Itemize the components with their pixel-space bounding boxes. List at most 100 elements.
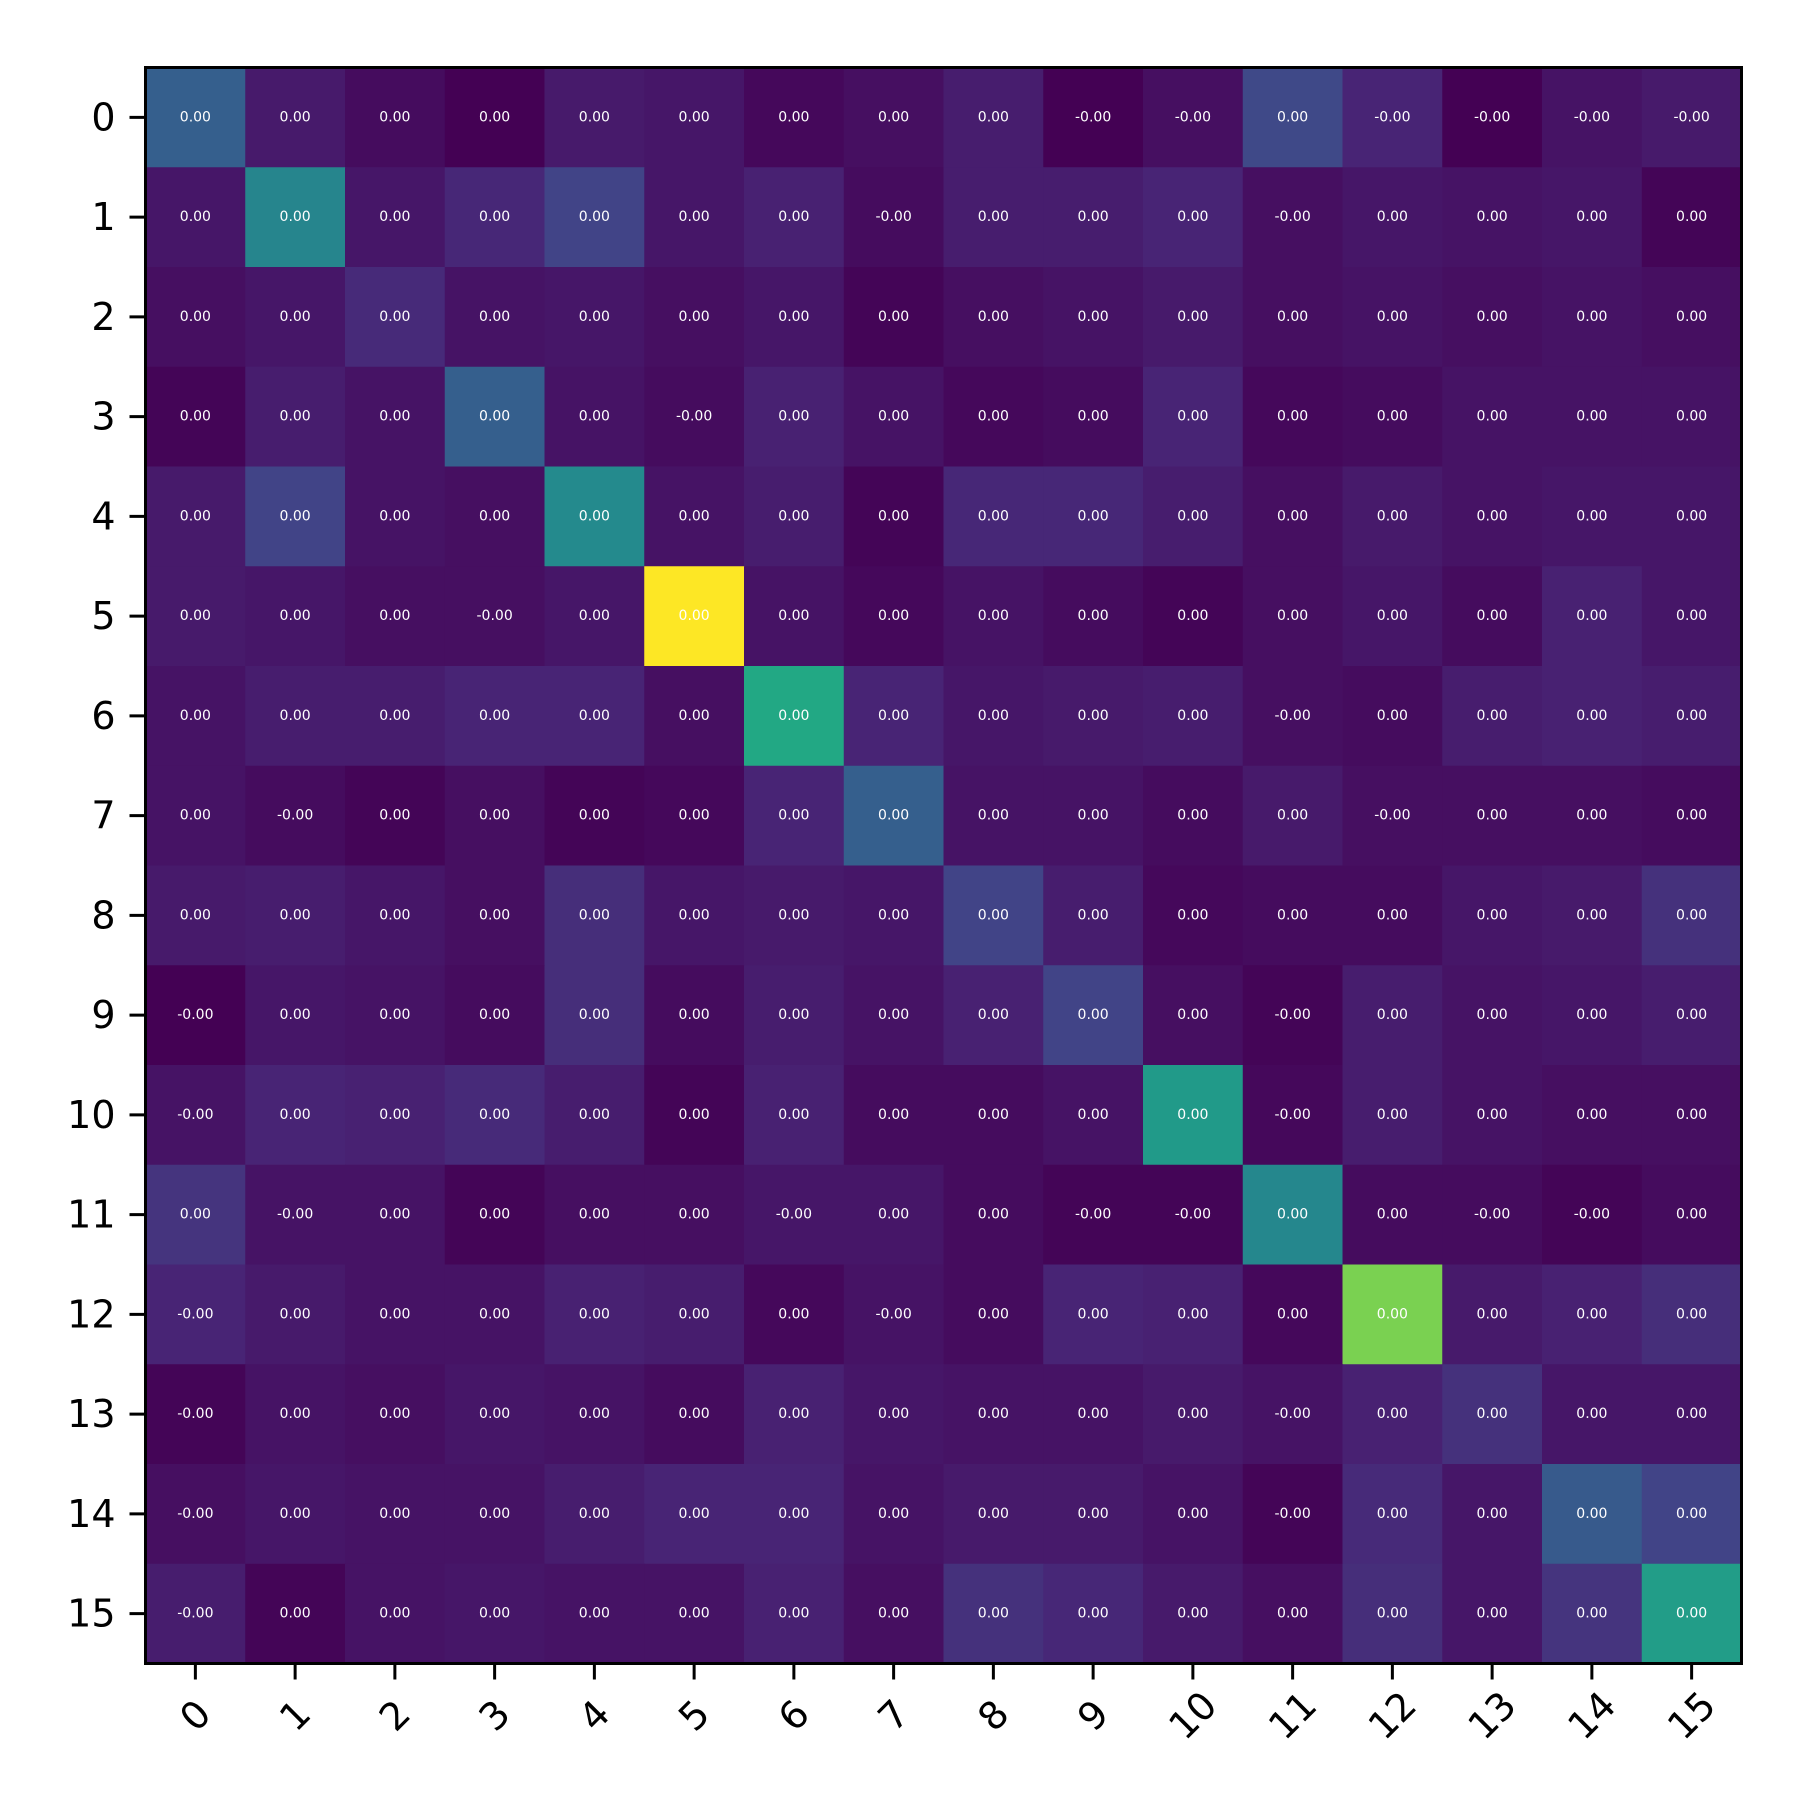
cell-value-label: 0.00 xyxy=(1177,209,1208,225)
heatmap-cell-11-6 xyxy=(744,1164,845,1266)
heatmap-cell-9-4 xyxy=(544,965,645,1066)
heatmap-cell-14-0 xyxy=(145,1464,246,1565)
heatmap-cell-12-10 xyxy=(1143,1264,1244,1365)
cell-value-label: 0.00 xyxy=(1078,1107,1109,1123)
cell-value-label: 0.00 xyxy=(479,1207,510,1223)
heatmap-cell-8-5 xyxy=(644,865,745,966)
cell-value-label: -0.00 xyxy=(277,1207,313,1223)
cell-value-label: 0.00 xyxy=(1477,808,1508,824)
cell-value-label: 0.00 xyxy=(1676,907,1707,923)
y-tick-label: 13 xyxy=(67,1392,115,1436)
cell-value-label: 0.00 xyxy=(1377,1107,1408,1123)
cell-value-label: 0.00 xyxy=(280,907,311,923)
heatmap-cell-15-7 xyxy=(843,1563,945,1665)
cell-value-label: 0.00 xyxy=(1078,309,1109,325)
cell-value-label: 0.00 xyxy=(1477,1306,1508,1322)
cell-value-label: 0.00 xyxy=(379,409,410,425)
heatmap-cell-9-13 xyxy=(1442,965,1543,1066)
heatmap-cell-5-3 xyxy=(444,566,546,667)
heatmap-cell-5-12 xyxy=(1342,566,1443,667)
cell-value-label: 0.00 xyxy=(1676,309,1707,325)
cell-value-label: 0.00 xyxy=(180,1207,211,1223)
heatmap-cell-12-7 xyxy=(843,1264,945,1365)
cell-value-label: 0.00 xyxy=(280,309,311,325)
cell-value-label: 0.00 xyxy=(878,409,909,425)
cell-value-label: 0.00 xyxy=(1377,1007,1408,1023)
cell-value-label: 0.00 xyxy=(579,1406,610,1422)
cell-value-label: 0.00 xyxy=(1477,309,1508,325)
cell-value-label: 0.00 xyxy=(579,1007,610,1023)
heatmap-cell-1-2 xyxy=(345,167,446,268)
heatmap-cell-2-0 xyxy=(145,267,246,368)
cell-value-label: 0.00 xyxy=(978,1506,1009,1522)
heatmap-cell-3-6 xyxy=(744,366,845,468)
cell-value-label: 0.00 xyxy=(1576,1306,1607,1322)
cell-value-label: 0.00 xyxy=(1676,1506,1707,1522)
cell-value-label: 0.00 xyxy=(180,209,211,225)
cell-value-label: 0.00 xyxy=(1078,209,1109,225)
cell-value-label: -0.00 xyxy=(1275,1107,1311,1123)
cell-value-label: 0.00 xyxy=(679,1107,710,1123)
heatmap-cell-5-14 xyxy=(1542,566,1643,667)
cell-value-label: 0.00 xyxy=(1676,808,1707,824)
cell-value-label: 0.00 xyxy=(1177,1406,1208,1422)
cell-value-label: 0.00 xyxy=(878,1606,909,1622)
cell-value-label: 0.00 xyxy=(679,907,710,923)
heatmap-cell-2-14 xyxy=(1542,267,1643,368)
cell-value-label: 0.00 xyxy=(579,608,610,624)
cell-value-label: 0.00 xyxy=(1177,1506,1208,1522)
heatmap-cell-12-8 xyxy=(943,1264,1044,1365)
cell-value-label: 0.00 xyxy=(379,1306,410,1322)
cell-value-label: -0.00 xyxy=(477,608,513,624)
cell-value-label: 0.00 xyxy=(1477,209,1508,225)
heatmap-cell-0-2 xyxy=(345,67,446,168)
heatmap-cell-5-9 xyxy=(1043,566,1144,667)
heatmap-cell-13-5 xyxy=(644,1364,745,1465)
cell-value-label: 0.00 xyxy=(579,109,610,125)
heatmap-cells xyxy=(145,67,1743,1665)
cell-value-label: 0.00 xyxy=(280,409,311,425)
cell-value-label: 0.00 xyxy=(280,109,311,125)
cell-value-label: 0.00 xyxy=(1377,1606,1408,1622)
cell-value-label: 0.00 xyxy=(1177,808,1208,824)
cell-value-label: 0.00 xyxy=(1576,209,1607,225)
cell-value-label: 0.00 xyxy=(280,708,311,724)
heatmap-cell-8-1 xyxy=(245,865,346,966)
cell-value-label: 0.00 xyxy=(1078,907,1109,923)
heatmap-cell-6-0 xyxy=(145,666,246,767)
cell-value-label: 0.00 xyxy=(1177,1007,1208,1023)
heatmap-cell-8-12 xyxy=(1342,865,1443,966)
heatmap-cell-1-0 xyxy=(145,167,246,268)
cell-value-label: 0.00 xyxy=(1477,1506,1508,1522)
cell-value-label: -0.00 xyxy=(876,1306,912,1322)
heatmap-cell-9-0 xyxy=(145,965,246,1066)
y-tick-label: 12 xyxy=(67,1292,115,1336)
cell-value-label: 0.00 xyxy=(1078,708,1109,724)
heatmap-cell-11-1 xyxy=(245,1164,346,1266)
cell-value-label: 0.00 xyxy=(778,608,809,624)
heatmap-cell-15-2 xyxy=(345,1563,446,1665)
cell-value-label: 0.00 xyxy=(479,209,510,225)
cell-value-label: 0.00 xyxy=(679,109,710,125)
heatmap-cell-6-8 xyxy=(943,666,1044,767)
cell-value-label: 0.00 xyxy=(1177,1306,1208,1322)
cell-value-label: -0.00 xyxy=(1275,1506,1311,1522)
heatmap-cell-1-13 xyxy=(1442,167,1543,268)
cell-value-label: 0.00 xyxy=(978,409,1009,425)
heatmap-cell-9-12 xyxy=(1342,965,1443,1066)
heatmap-cell-4-10 xyxy=(1143,466,1244,567)
heatmap-cell-2-3 xyxy=(444,267,546,368)
heatmap-cell-1-5 xyxy=(644,167,745,268)
heatmap-cell-labels: 0.00 0.00 0.00 0.00 0.00 0.00 0.00 0.00 0.00 -0.0… xyxy=(177,109,1709,1621)
cell-value-label: -0.00 xyxy=(1474,1207,1510,1223)
cell-value-label: -0.00 xyxy=(177,1007,213,1023)
cell-value-label: 0.00 xyxy=(479,1606,510,1622)
cell-value-label: 0.00 xyxy=(978,1606,1009,1622)
cell-value-label: 0.00 xyxy=(479,409,510,425)
cell-value-label: 0.00 xyxy=(479,1306,510,1322)
heatmap-cell-10-12 xyxy=(1342,1065,1443,1166)
cell-value-label: 0.00 xyxy=(579,309,610,325)
cell-value-label: 0.00 xyxy=(1576,1406,1607,1422)
heatmap-cell-14-12 xyxy=(1342,1464,1443,1565)
heatmap-cell-2-6 xyxy=(744,267,845,368)
